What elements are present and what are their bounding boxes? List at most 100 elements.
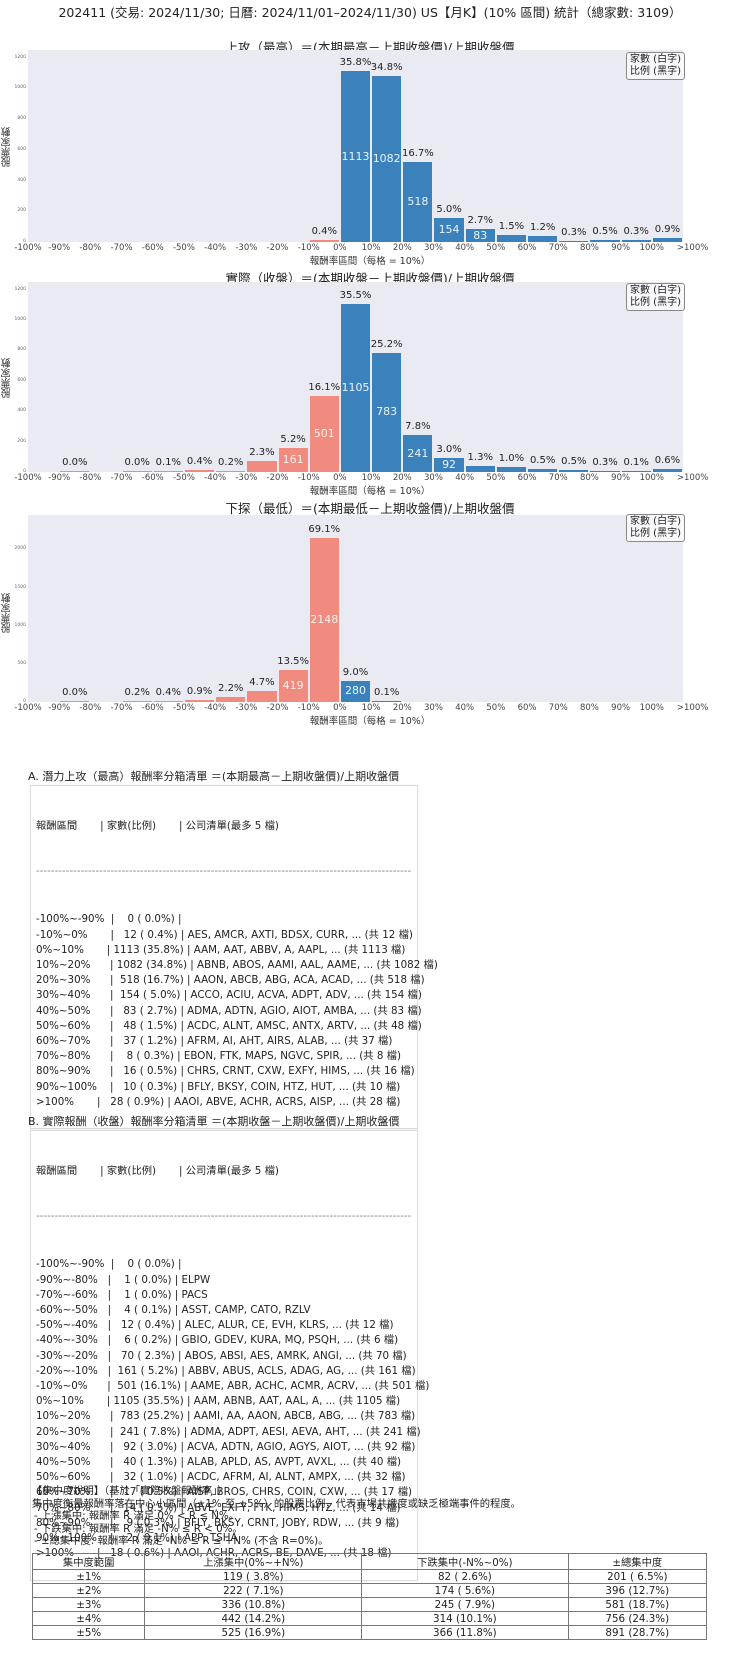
list-row: 80%~90% | 16 ( 0.5%) | CHRS, CRNT, CXW, … xyxy=(36,1065,415,1078)
histogram-bar xyxy=(216,470,246,472)
list-row: -60%~-50% | 4 ( 0.1%) | ASST, CAMP, CATO… xyxy=(36,1304,311,1317)
list-row: 40%~50% | 83 ( 2.7%) | ADMA, ADTN, AGIO,… xyxy=(36,1004,422,1017)
bar-percent-label: 0.2% xyxy=(124,686,150,698)
table-row: ±2% 222 ( 7.1%) 174 ( 5.6%) 396 (12.7%) xyxy=(31,1583,708,1598)
x-tick-label: 100% xyxy=(639,243,664,253)
histogram-bar: 83 xyxy=(465,229,495,242)
section-b-list: 報酬區間 | 家數(比例) | 公司清單(最多 5 檔) -----------… xyxy=(30,1130,429,1581)
x-tick-label: 50% xyxy=(486,473,506,483)
y-tick-label: 1000 xyxy=(14,622,26,628)
table-cell: ±5% xyxy=(31,1625,146,1640)
table-cell: ±4% xyxy=(31,1611,146,1626)
table-cell: 442 (14.2%) xyxy=(144,1611,363,1626)
histogram-bar xyxy=(122,470,152,472)
table-cell: 222 ( 7.1%) xyxy=(144,1583,363,1598)
x-axis-label: 報酬率區間（每格 = 10%） xyxy=(309,486,431,497)
bar-percent-label: 34.8% xyxy=(370,61,403,73)
list-row: -30%~-20% | 70 ( 2.3%) | ABOS, ABSI, AES… xyxy=(36,1349,407,1362)
histogram-bar: 161 xyxy=(278,447,308,472)
bar-percent-label: 0.2% xyxy=(218,456,244,468)
histogram-bar xyxy=(496,234,527,242)
x-tick-label: >100% xyxy=(676,703,709,713)
x-axis-label: 報酬率區間（每格 = 10%） xyxy=(309,716,431,727)
bar-percent-label: 0.1% xyxy=(155,456,182,468)
histogram-bar xyxy=(122,700,152,702)
plot-area: 161 501 1105 783 241 92 xyxy=(28,282,683,472)
column-header: 上漲集中(0%~+N%) xyxy=(144,1553,363,1570)
histogram-bar xyxy=(309,240,339,242)
table-header-row: 集中度範圍 上漲集中(0%~+N%) 下跌集中(-N%~0%) ±總集中度 xyxy=(31,1553,708,1570)
x-tick-label: -10% xyxy=(297,243,320,253)
histogram-bar xyxy=(496,467,527,472)
x-tick-label: -50% xyxy=(172,243,195,253)
concentration-bullet: - ±總集中度: 報酬率 R 滿足 -N% ≤ R ≤ +N% (不含 R=0%… xyxy=(34,1535,329,1548)
histogram-bar: 1105 xyxy=(340,304,371,472)
table-cell: 245 ( 7.9%) xyxy=(361,1597,569,1612)
x-tick-label: 20% xyxy=(392,703,412,713)
table-row: ±3% 336 (10.8%) 245 ( 7.9%) 581 (18.7%) xyxy=(31,1597,708,1612)
x-tick-label: 30% xyxy=(424,473,443,483)
table-cell: 201 ( 6.5%) xyxy=(567,1569,708,1584)
section-b-title: B. 實際報酬（收盤）報酬率分箱清單 ＝(本期收盤－上期收盤價)/上期收盤價 xyxy=(28,1115,400,1128)
bar-count-label: 241 xyxy=(407,446,429,460)
table-cell: 756 (24.3%) xyxy=(567,1611,708,1626)
y-tick-label: 200 xyxy=(17,438,26,444)
x-tick-label: -60% xyxy=(141,703,164,713)
histogram-bar xyxy=(559,240,589,242)
bar-percent-label: 5.0% xyxy=(436,204,462,216)
concentration-bullet: - 下跌集中: 報酬率 R 滿足 -N% ≤ R < 0%。 xyxy=(34,1522,243,1535)
x-tick-label: 50% xyxy=(486,703,506,713)
histogram-bar xyxy=(528,469,558,472)
bar-percent-label: 0.5% xyxy=(592,225,618,237)
bar-percent-label: 7.8% xyxy=(405,421,431,433)
list-header: 報酬區間 | 家數(比例) | 公司清單(最多 5 檔) xyxy=(36,1165,279,1178)
table-cell: ±1% xyxy=(31,1569,146,1584)
histogram-bar xyxy=(184,470,215,472)
bar-percent-label: 2.3% xyxy=(249,447,275,459)
table-cell: 891 (28.7%) xyxy=(567,1625,708,1640)
y-tick-label: 2000 xyxy=(14,546,26,552)
section-a-title: A. 潛力上攻（最高）報酬率分箱清單 ＝(本期最高－上期收盤價)/上期收盤價 xyxy=(28,770,400,783)
list-row: 10%~20% | 783 (25.2%) | AAMI, AA, AAON, … xyxy=(36,1410,416,1423)
bar-count-label: 2148 xyxy=(310,613,339,627)
y-tick-label: 1000 xyxy=(14,317,26,322)
bar-percent-label: 1.5% xyxy=(498,220,525,232)
bar-percent-label: 69.1% xyxy=(308,524,341,536)
x-tick-label: 0% xyxy=(333,703,347,713)
list-row: 90%~100% | 2 ( 0.1%) | APP, TSHA xyxy=(36,1532,238,1545)
x-tick-label: 60% xyxy=(517,473,537,483)
bar-count-label: 154 xyxy=(438,223,460,237)
histogram-bar xyxy=(590,239,620,242)
bar-percent-label: 4.7% xyxy=(249,676,275,688)
list-row: -90%~-80% | 1 ( 0.0%) | ELPW xyxy=(36,1273,211,1286)
y-tick-label: 600 xyxy=(17,377,26,383)
x-tick-label: -80% xyxy=(79,703,102,713)
histogram-bar: 1082 xyxy=(372,75,402,242)
x-tick-label: -50% xyxy=(172,703,195,713)
bar-count-label: 1113 xyxy=(341,149,370,163)
bar-percent-label: 25.2% xyxy=(370,338,403,350)
x-tick-label: -20% xyxy=(266,703,289,713)
table-cell: 396 (12.7%) xyxy=(567,1583,708,1598)
x-tick-label: -50% xyxy=(172,473,195,483)
x-tick-label: -40% xyxy=(204,473,227,483)
x-tick-label: 10% xyxy=(361,243,381,253)
x-tick-label: -70% xyxy=(110,243,133,253)
bar-count-label: 783 xyxy=(376,405,398,419)
bar-percent-label: 0.9% xyxy=(654,223,681,235)
list-row: -50%~-40% | 12 ( 0.4%) | ALEC, ALUR, CE,… xyxy=(36,1319,394,1332)
bar-percent-label: 35.8% xyxy=(339,57,372,69)
legend-ratio: 比例 (黑字) xyxy=(630,66,681,77)
x-tick-label: 60% xyxy=(517,243,537,253)
list-row: 70%~80% | 8 ( 0.3%) | EBON, FTK, MAPS, N… xyxy=(36,1050,401,1063)
legend-ratio: 比例 (黑字) xyxy=(630,297,681,308)
histogram-bar xyxy=(216,696,246,702)
bar-percent-label: 0.0% xyxy=(62,686,88,698)
x-tick-label: 90% xyxy=(611,473,631,483)
page-title: 202411 (交易: 2024/11/30; 日曆: 2024/11/01–2… xyxy=(58,5,682,20)
histogram-bar: 783 xyxy=(372,352,402,472)
histogram-bar xyxy=(528,236,558,242)
bar-percent-label: 0.1% xyxy=(623,456,649,468)
x-tick-label: 70% xyxy=(548,473,568,483)
x-tick-label: -30% xyxy=(235,243,258,253)
